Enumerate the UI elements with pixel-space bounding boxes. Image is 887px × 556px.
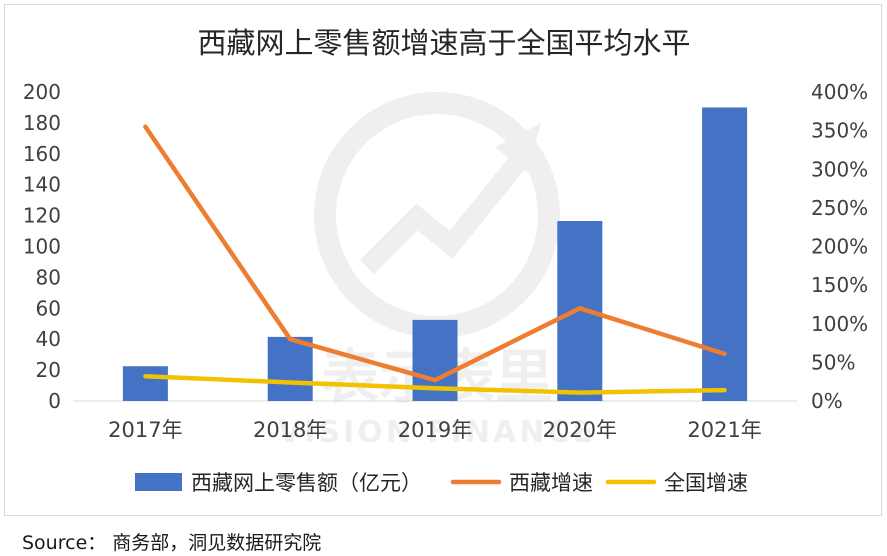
- y-left-tick-label: 60: [36, 296, 61, 320]
- source-note: Source： 商务部，洞见数据研究院: [22, 532, 322, 554]
- y-left-tick-label: 40: [36, 327, 61, 351]
- legend-swatch-bar: [135, 473, 182, 491]
- svg-text:VISION FINANCE: VISION FINANCE: [278, 415, 596, 450]
- y-right-tick-label: 100%: [811, 312, 868, 336]
- x-axis: 2017年 2018年 2019年 2020年 2021年: [108, 418, 762, 442]
- legend-label: 西藏网上零售额（亿元）: [191, 471, 422, 495]
- chart-title: 西藏网上零售额增速高于全国平均水平: [197, 26, 690, 60]
- y-axis-left: 0 20 40 60 80 100 120 140 160 180 200: [23, 80, 61, 413]
- legend: 西藏网上零售额（亿元） 西藏增速 全国增速: [135, 471, 748, 495]
- x-tick-label: 2019年: [398, 418, 472, 442]
- y-right-tick-label: 0%: [811, 389, 843, 413]
- y-left-tick-label: 120: [23, 204, 61, 228]
- y-left-tick-label: 200: [23, 80, 61, 104]
- x-tick-label: 2017年: [108, 418, 182, 442]
- line-series: [143, 124, 727, 395]
- y-right-tick-label: 150%: [811, 273, 868, 297]
- y-left-tick-label: 20: [36, 358, 61, 382]
- y-right-tick-label: 350%: [811, 119, 868, 143]
- bar: [122, 366, 168, 401]
- y-left-tick-label: 140: [23, 173, 61, 197]
- legend-label: 西藏增速: [509, 471, 593, 495]
- bar: [702, 107, 748, 401]
- x-tick-label: 2021年: [687, 418, 761, 442]
- chart-svg: 表示表里 VISION FINANCE 西藏网上零售额增速高于全国平均水平 02…: [23, 26, 868, 495]
- y-right-tick-label: 250%: [811, 196, 868, 220]
- chart-frame: 表示表里 VISION FINANCE 西藏网上零售额增速高于全国平均水平 02…: [4, 4, 882, 516]
- y-right-tick-label: 50%: [811, 350, 855, 374]
- series-line: [143, 124, 727, 383]
- bar-series: [122, 107, 748, 401]
- y-left-tick-label: 0: [48, 389, 61, 413]
- y-right-tick-label: 400%: [811, 80, 868, 104]
- bar: [267, 336, 313, 401]
- y-axis-right: 0% 50% 100% 150% 200% 250% 300% 350% 400%: [811, 80, 868, 413]
- legend-label: 全国增速: [664, 471, 748, 495]
- x-tick-label: 2018年: [253, 418, 327, 442]
- x-tick-label: 2020年: [543, 418, 617, 442]
- y-left-tick-label: 160: [23, 142, 61, 166]
- series-line: [143, 374, 727, 395]
- y-left-tick-label: 80: [36, 265, 61, 289]
- y-left-tick-label: 180: [23, 111, 61, 135]
- y-right-tick-label: 300%: [811, 157, 868, 181]
- y-right-tick-label: 200%: [811, 235, 868, 259]
- y-left-tick-label: 100: [23, 235, 61, 259]
